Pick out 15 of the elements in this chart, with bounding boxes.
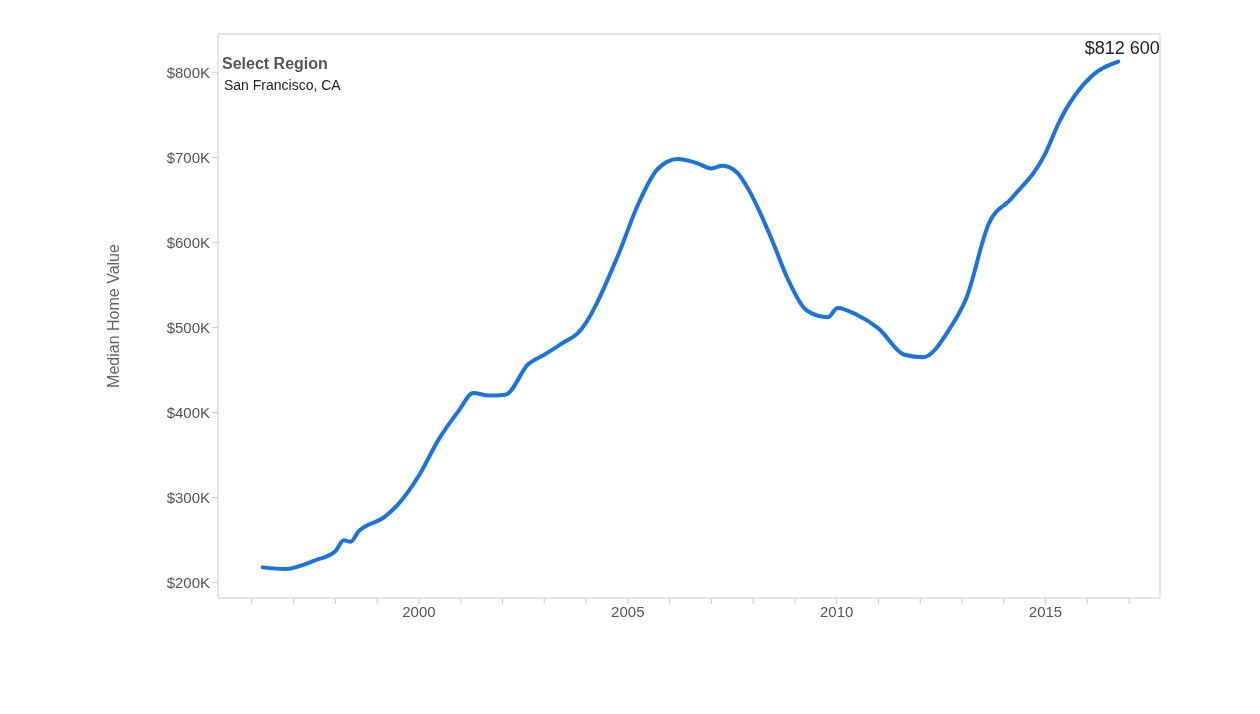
y-tick-label: $600K	[166, 233, 210, 251]
y-tick-label: $800K	[166, 63, 210, 81]
x-tick-label: 2015	[1028, 602, 1063, 620]
y-tick-label: $300K	[166, 488, 210, 506]
annotation: Select Region	[222, 55, 328, 73]
y-tick-label: $700K	[166, 148, 210, 166]
y-axis-title: Median Home Value	[104, 244, 122, 388]
x-tick-label: 2005	[611, 602, 645, 620]
annotation: San Francisco, CA	[224, 77, 341, 93]
x-tick-label: 2010	[819, 602, 854, 620]
y-tick-label: $200K	[166, 574, 210, 592]
x-tick-label: 2000	[402, 602, 436, 620]
y-tick-label: $500K	[166, 318, 210, 336]
data-label: $812 600	[1084, 37, 1160, 58]
y-tick-label: $400K	[166, 403, 210, 421]
